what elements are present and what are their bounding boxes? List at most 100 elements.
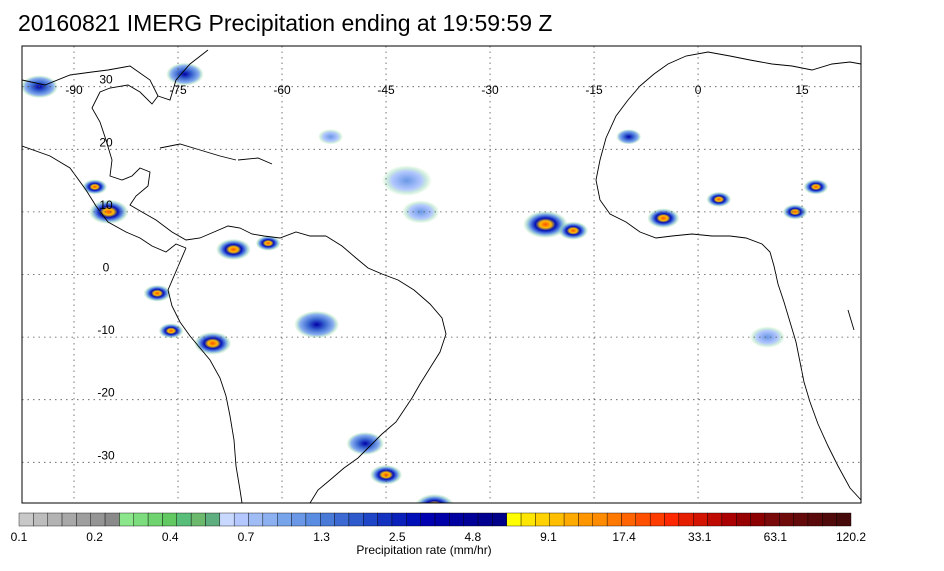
colorbar-swatch xyxy=(291,512,307,527)
precipitation-cells xyxy=(22,62,829,503)
map-frame xyxy=(21,45,862,504)
colorbar-swatch xyxy=(406,512,421,527)
colorbar-swatch xyxy=(363,512,378,527)
precip-cell xyxy=(82,179,108,195)
colorbar-swatch xyxy=(649,512,665,527)
lat-tick-label: 10 xyxy=(99,198,113,212)
gridlines xyxy=(22,46,861,503)
precip-cell xyxy=(401,200,440,224)
colorbar-swatch xyxy=(836,512,852,527)
colorbar-swatch xyxy=(707,512,723,527)
colorbar-swatch xyxy=(736,512,751,527)
lon-tick-label: -60 xyxy=(273,83,291,97)
colorbar-swatch xyxy=(262,512,278,527)
precip-cell xyxy=(158,323,184,339)
colorbar-swatch xyxy=(463,512,479,527)
lon-tick-label: -30 xyxy=(481,83,499,97)
colorbar-swatch xyxy=(793,512,809,527)
lat-tick-label: 20 xyxy=(99,135,113,149)
precip-cell xyxy=(647,208,680,229)
colorbar-swatch xyxy=(133,512,149,527)
lon-tick-label: 15 xyxy=(795,83,809,97)
colorbar-swatch xyxy=(549,512,565,527)
colorbar-swatch xyxy=(750,512,766,527)
colorbar-swatch xyxy=(664,512,680,527)
colorbar-swatch xyxy=(635,512,651,527)
colorbar-swatch xyxy=(535,512,550,527)
coastline-madagascar-edge xyxy=(847,309,855,331)
colorbar xyxy=(18,512,852,527)
colorbar-swatch xyxy=(348,512,364,527)
precip-cell xyxy=(706,191,732,208)
colorbar-tick: 17.4 xyxy=(612,530,636,544)
colorbar-swatch xyxy=(492,512,507,527)
colorbar-swatch xyxy=(219,512,235,527)
precip-cell xyxy=(318,129,344,145)
colorbar-swatch xyxy=(822,512,837,527)
colorbar-swatch xyxy=(506,512,522,527)
colorbar-swatch xyxy=(248,512,264,527)
colorbar-swatch xyxy=(434,512,450,527)
coastline-south-america-east xyxy=(309,235,447,503)
precip-cell xyxy=(143,284,171,302)
colorbar-swatch xyxy=(764,512,780,527)
colorbar-swatch xyxy=(119,512,134,527)
colorbar-swatch xyxy=(47,512,63,527)
colorbar-swatch xyxy=(18,512,34,527)
map-title: 20160821 IMERG Precipitation ending at 1… xyxy=(18,10,553,36)
colorbar-tick: 9.1 xyxy=(540,530,557,544)
colorbar-swatch xyxy=(190,512,206,527)
precip-cell xyxy=(381,165,432,196)
lat-tick-label: -20 xyxy=(97,386,115,400)
coastline-africa-west xyxy=(599,199,861,501)
colorbar-tick: 0.4 xyxy=(161,530,179,544)
colorbar-swatch xyxy=(420,512,436,527)
precip-cell xyxy=(369,464,403,485)
lon-tick-label: -90 xyxy=(65,83,83,97)
coastline-florida xyxy=(157,49,209,101)
precip-cell xyxy=(415,493,454,503)
lat-tick-label: 30 xyxy=(99,73,113,87)
colorbar-swatch xyxy=(807,512,823,527)
colorbar-tick: 0.1 xyxy=(10,530,28,544)
colorbar-tick: 0.2 xyxy=(86,530,103,544)
lon-tick-label: -45 xyxy=(377,83,395,97)
colorbar-swatch xyxy=(61,512,77,527)
precip-cell xyxy=(216,238,251,261)
coastlines xyxy=(22,49,861,503)
precip-cell xyxy=(346,432,384,455)
colorbar-swatch xyxy=(176,512,192,527)
precip-cell xyxy=(193,331,232,355)
precip-cell xyxy=(88,199,129,225)
colorbar-swatch xyxy=(678,512,694,527)
latitude-labels: 30 20 10 0 -10 -20 -30 xyxy=(97,73,115,463)
lon-tick-label: 0 xyxy=(695,83,702,97)
coastline-hispaniola xyxy=(237,157,273,165)
precip-cell xyxy=(782,204,808,220)
colorbar-swatch xyxy=(377,512,393,527)
colorbar-swatch xyxy=(147,512,163,527)
lat-tick-label: 0 xyxy=(103,261,110,275)
precip-cell xyxy=(523,210,568,239)
colorbar-swatch xyxy=(606,512,622,527)
colorbar-tick: 1.3 xyxy=(313,530,330,544)
colorbar-swatch xyxy=(578,512,593,527)
colorbar-swatch xyxy=(721,512,737,527)
lat-tick-label: -30 xyxy=(97,448,115,462)
colorbar-tick: 2.5 xyxy=(388,530,406,544)
precip-cell xyxy=(616,129,642,145)
colorbar-tick: 4.8 xyxy=(464,530,482,544)
colorbar-swatch xyxy=(477,512,493,527)
coastline-central-america-pacific xyxy=(22,145,187,253)
precip-cell xyxy=(255,235,281,251)
precip-cell xyxy=(558,221,589,240)
coastline-africa-north xyxy=(595,51,861,201)
coastline-north-america xyxy=(22,65,326,241)
colorbar-tick: 120.2 xyxy=(835,530,867,544)
precip-cell xyxy=(749,326,785,348)
colorbar-swatch xyxy=(520,512,536,527)
colorbar-swatch xyxy=(779,512,794,527)
lon-tick-label: -15 xyxy=(585,83,603,97)
colorbar-label: Precipitation rate (mm/hr) xyxy=(356,543,492,557)
